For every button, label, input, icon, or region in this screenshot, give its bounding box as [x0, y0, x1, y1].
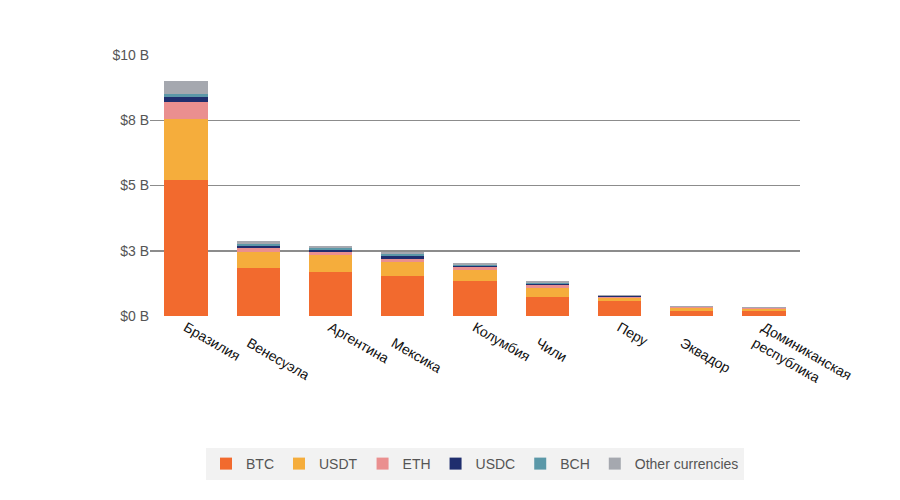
- svg-text:Колумбия: Колумбия: [470, 319, 533, 365]
- svg-text:Перу: Перу: [614, 319, 650, 349]
- svg-text:Аргентина: Аргентина: [326, 319, 392, 367]
- svg-text:Доминиканскаяреспублика: Доминиканскаяреспублика: [750, 319, 855, 399]
- svg-text:$5 B: $5 B: [120, 177, 149, 193]
- svg-text:ETH: ETH: [403, 456, 431, 472]
- svg-text:$0 B: $0 B: [120, 308, 149, 324]
- svg-text:BCH: BCH: [560, 456, 590, 472]
- svg-text:BTC: BTC: [246, 456, 274, 472]
- svg-text:Мексика: Мексика: [389, 335, 445, 376]
- svg-text:Other currencies: Other currencies: [635, 456, 738, 472]
- svg-text:Эквадор: Эквадор: [678, 335, 734, 376]
- svg-text:$10 B: $10 B: [112, 47, 149, 63]
- svg-text:Венесуэла: Венесуэла: [244, 335, 312, 384]
- svg-text:Бразилия: Бразилия: [181, 319, 243, 364]
- svg-text:$8 B: $8 B: [120, 112, 149, 128]
- svg-text:USDT: USDT: [319, 456, 358, 472]
- svg-text:Чили: Чили: [533, 335, 570, 365]
- svg-text:USDC: USDC: [476, 456, 516, 472]
- svg-text:$3 B: $3 B: [120, 243, 149, 259]
